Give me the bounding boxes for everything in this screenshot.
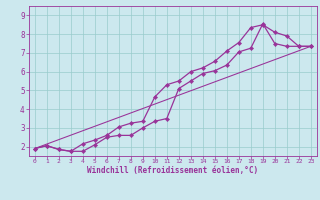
X-axis label: Windchill (Refroidissement éolien,°C): Windchill (Refroidissement éolien,°C) bbox=[87, 166, 258, 175]
